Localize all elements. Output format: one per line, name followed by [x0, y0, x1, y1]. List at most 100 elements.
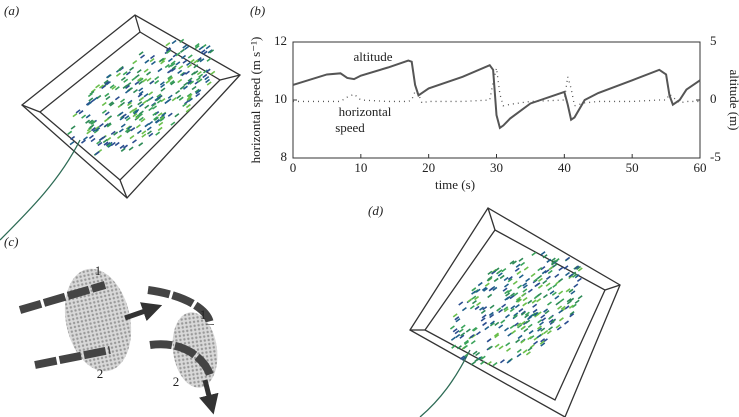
swarm-dash — [114, 86, 120, 91]
swarm-dash — [501, 303, 507, 308]
swarm-dash — [517, 284, 523, 289]
swarm-dash — [573, 283, 579, 288]
swarm-dash — [452, 328, 458, 333]
swarm-dash — [493, 277, 499, 283]
swarm-dash — [505, 292, 511, 297]
swarm-dash — [132, 107, 138, 112]
swarm-dash — [471, 295, 477, 300]
swarm-dash — [493, 332, 499, 337]
swarm-dash — [75, 109, 81, 114]
swarm-dash — [131, 76, 137, 82]
swarm-dash — [474, 305, 480, 311]
swarm-dash — [197, 78, 203, 83]
swarm-dash — [548, 265, 554, 271]
swarm-dash — [119, 144, 125, 149]
swarm-dash — [184, 70, 190, 75]
swarm-dash — [489, 322, 495, 327]
swarm-dash — [492, 361, 498, 367]
swarm-dash — [141, 133, 147, 138]
swarm-dash — [564, 305, 570, 310]
swarm-dash — [153, 116, 159, 121]
swarm-dash — [547, 286, 553, 292]
swarm-dash — [498, 308, 504, 314]
swarm-dash — [527, 346, 533, 352]
swarm-dash — [509, 294, 515, 300]
swarm-dash — [498, 324, 504, 329]
panel-label: (a) — [4, 3, 19, 18]
swarm-dash — [148, 106, 154, 112]
swarm-dash — [527, 335, 533, 341]
swarm-dash — [565, 271, 570, 277]
swarm-dash — [544, 269, 550, 274]
swarm-dash — [100, 135, 106, 140]
swarm-dash — [576, 277, 582, 283]
swarm-dash — [95, 84, 101, 89]
y2-tick-label: 0 — [710, 91, 717, 106]
box-a — [0, 14, 242, 241]
swarm-dash — [146, 130, 152, 135]
swarm-dash — [540, 314, 546, 319]
swarm-dash — [160, 98, 166, 103]
swarm-dash — [497, 269, 503, 274]
swarm-dash — [537, 274, 543, 280]
swarm-dash — [514, 267, 520, 272]
swarm-dash — [497, 272, 503, 277]
swarm-dash — [146, 77, 152, 82]
swarm-dash — [536, 298, 542, 303]
swarm-dash — [484, 282, 490, 287]
swarm-dash — [196, 58, 202, 63]
swarm-dash — [513, 312, 519, 317]
swarm-dash — [454, 316, 460, 321]
swarm-dash — [150, 54, 156, 60]
swarm-dash — [512, 280, 518, 285]
swarm-dash — [520, 339, 526, 344]
swarm-dash — [527, 299, 533, 305]
swarm-dash — [450, 336, 456, 341]
swarm-dash — [161, 57, 167, 62]
swarm-dash — [569, 313, 575, 318]
swarm-dash — [159, 81, 165, 86]
swarm-dash — [83, 136, 88, 141]
swarm-dash — [159, 57, 165, 63]
swarm-dash — [533, 277, 539, 283]
swarm-dash — [476, 301, 482, 307]
swarm-dash — [543, 329, 549, 335]
swarm-dash — [486, 360, 492, 366]
swarm-dash — [474, 295, 480, 301]
swarm-dash — [543, 308, 549, 313]
swarm-dash — [482, 306, 488, 311]
swarm-dash — [515, 263, 521, 268]
swarm-dash — [525, 319, 531, 324]
x-tick-label: 20 — [422, 160, 435, 175]
swarm-dash — [164, 63, 170, 69]
swarm-dash — [129, 135, 135, 140]
swarm-dash — [106, 74, 111, 79]
swarm-dash — [144, 104, 150, 109]
swarm-dash — [136, 69, 142, 74]
swarm-dash — [507, 278, 513, 283]
swarm-dash — [475, 331, 481, 336]
swarm-dash — [482, 287, 488, 292]
swarm-dash — [114, 141, 120, 147]
swarm-dash — [191, 85, 197, 91]
swarm-dash — [154, 118, 160, 124]
swarm-dash — [98, 122, 104, 128]
annotation: altitude — [354, 49, 393, 64]
swarm-dash — [559, 298, 565, 303]
swarm-dash — [152, 105, 158, 110]
swarm-dash — [487, 293, 493, 299]
swarm-dash — [540, 338, 546, 343]
swarm-dash — [108, 101, 114, 106]
swarm-dash — [494, 343, 500, 348]
swarm-dash — [90, 120, 96, 125]
swarm-dash — [527, 288, 533, 293]
swarm-dash — [90, 126, 96, 132]
swarm-dash — [157, 67, 163, 73]
swarm-dash — [125, 89, 130, 94]
swarm-dash — [95, 127, 101, 132]
swarm-dash — [509, 324, 515, 330]
swarm-dash — [196, 70, 202, 76]
swarm-dash — [480, 355, 486, 360]
swarm-dash — [487, 270, 493, 276]
swarm-dash — [502, 287, 508, 292]
